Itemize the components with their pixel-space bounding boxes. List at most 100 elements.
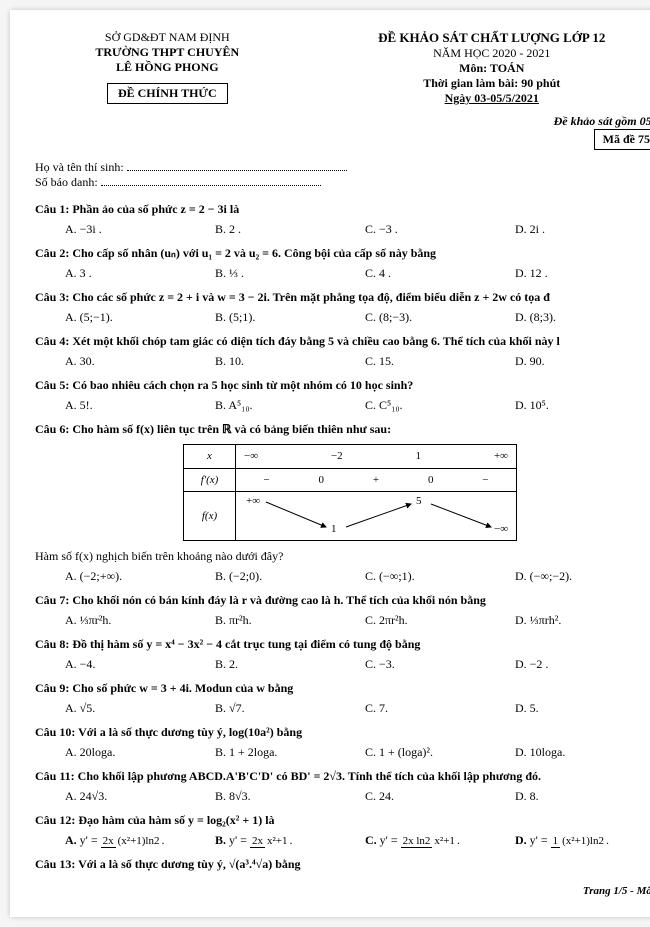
q11-a: A. 24√3. [65, 787, 215, 805]
q2-d: D. 12 . [515, 264, 650, 282]
q3: Câu 3: Cho các số phức z = 2 + i và w = … [35, 288, 650, 326]
header-right: ĐỀ KHẢO SÁT CHẤT LƯỢNG LỚP 12 NĂM HỌC 20… [319, 30, 650, 106]
q5-a: A. 5!. [65, 396, 215, 414]
student-info: Họ và tên thí sinh: Số báo danh: [35, 160, 650, 190]
q10: Câu 10: Với a là số thực dương tùy ý, lo… [35, 723, 650, 761]
q12-d: D. y' = 1(x²+1)ln2. [515, 831, 650, 850]
year: NĂM HỌC 2020 - 2021 [319, 46, 650, 61]
q9-text: Câu 9: Cho số phức w = 3 + 4i. Modun của… [35, 679, 650, 697]
school-dept: SỞ GD&ĐT NAM ĐỊNH [35, 30, 300, 45]
exam-code: Mã đề 752 [594, 129, 650, 150]
exam-title: ĐỀ KHẢO SÁT CHẤT LƯỢNG LỚP 12 [319, 30, 650, 46]
header-left: SỞ GD&ĐT NAM ĐỊNH TRƯỜNG THPT CHUYÊN LÊ … [35, 30, 300, 106]
q7-a: A. ⅓πr²h. [65, 611, 215, 629]
q6-d: D. (−∞;−2). [515, 567, 650, 585]
q4-c: C. 15. [365, 352, 515, 370]
q4-a: A. 30. [65, 352, 215, 370]
q3-b: B. (5;1). [215, 308, 365, 326]
q2-b: B. ⅓ . [215, 264, 365, 282]
q1: Câu 1: Phần ảo của số phức z = 2 − 3i là… [35, 200, 650, 238]
q7: Câu 7: Cho khối nón có bán kính đáy là r… [35, 591, 650, 629]
q11-b: B. 8√3. [215, 787, 365, 805]
q2-c: C. 4 . [365, 264, 515, 282]
q9-a: A. √5. [65, 699, 215, 717]
q8: Câu 8: Đồ thị hàm số y = x⁴ − 3x² − 4 cắ… [35, 635, 650, 673]
arrows-svg: +∞ 1 5 −∞ [236, 492, 516, 534]
q6-a: A. (−2;+∞). [65, 567, 215, 585]
q12-a: A. y' = 2x(x²+1)ln2. [65, 831, 215, 850]
header: SỞ GD&ĐT NAM ĐỊNH TRƯỜNG THPT CHUYÊN LÊ … [35, 30, 650, 106]
id-field[interactable] [101, 175, 321, 186]
name-field[interactable] [127, 160, 347, 171]
q11-c: C. 24. [365, 787, 515, 805]
q7-b: B. πr²h. [215, 611, 365, 629]
q12-text: Câu 12: Đạo hàm của hàm số y = log₂(x² +… [35, 811, 650, 829]
q1-b: B. 2 . [215, 220, 365, 238]
tbl-x: x [184, 445, 236, 469]
q3-d: D. (8;3). [515, 308, 650, 326]
q6-b: B. (−2;0). [215, 567, 365, 585]
q12: Câu 12: Đạo hàm của hàm số y = log₂(x² +… [35, 811, 650, 850]
date: Ngày 03-05/5/2021 [319, 91, 650, 106]
q11-d: D. 8. [515, 787, 650, 805]
q7-text: Câu 7: Cho khối nón có bán kính đáy là r… [35, 591, 650, 609]
q2-a: A. 3 . [65, 264, 215, 282]
q12-b: B. y' = 2xx²+1. [215, 831, 365, 850]
q1-d: D. 2i . [515, 220, 650, 238]
q13-text: Câu 13: Với a là số thực dương tùy ý, √(… [35, 855, 650, 873]
q11: Câu 11: Cho khối lập phương ABCD.A'B'C'D… [35, 767, 650, 805]
q6-text: Câu 6: Cho hàm số f(x) liên tục trên ℝ v… [35, 420, 650, 438]
q5-d: D. 10⁵. [515, 396, 650, 414]
q8-text: Câu 8: Đồ thị hàm số y = x⁴ − 3x² − 4 cắ… [35, 635, 650, 653]
q8-a: A. −4. [65, 655, 215, 673]
q5-c: C. C⁵₁₀. [365, 396, 515, 414]
q4-text: Câu 4: Xét một khối chóp tam giác có diệ… [35, 332, 650, 350]
q2: Câu 2: Cho cấp số nhân (uₙ) với u₁ = 2 v… [35, 244, 650, 282]
q10-c: C. 1 + (loga)². [365, 743, 515, 761]
q6-c: C. (−∞;1). [365, 567, 515, 585]
q4: Câu 4: Xét một khối chóp tam giác có diệ… [35, 332, 650, 370]
q10-d: D. 10loga. [515, 743, 650, 761]
meta: Đề khảo sát gồm 05 tr. Mã đề 752 [35, 114, 650, 150]
q2-text: Câu 2: Cho cấp số nhân (uₙ) với u₁ = 2 v… [35, 244, 650, 262]
svg-text:1: 1 [331, 523, 337, 534]
q3-c: C. (8;−3). [365, 308, 515, 326]
page-count: Đề khảo sát gồm 05 tr. [35, 114, 650, 129]
q5-text: Câu 5: Có bao nhiêu cách chọn ra 5 học s… [35, 376, 650, 394]
q8-d: D. −2 . [515, 655, 650, 673]
q10-b: B. 1 + 2loga. [215, 743, 365, 761]
q9-d: D. 5. [515, 699, 650, 717]
school-name2: LÊ HỒNG PHONG [35, 60, 300, 75]
q5: Câu 5: Có bao nhiêu cách chọn ra 5 học s… [35, 376, 650, 414]
q10-text: Câu 10: Với a là số thực dương tùy ý, lo… [35, 723, 650, 741]
q6: Câu 6: Cho hàm số f(x) liên tục trên ℝ v… [35, 420, 650, 585]
footer: Trang 1/5 - Mã đề [35, 885, 650, 897]
q7-d: D. ⅓πrh². [515, 611, 650, 629]
q8-c: C. −3. [365, 655, 515, 673]
q7-c: C. 2πr²h. [365, 611, 515, 629]
q3-a: A. (5;−1). [65, 308, 215, 326]
tbl-fp: f'(x) [184, 468, 236, 492]
name-label: Họ và tên thí sinh: [35, 160, 124, 174]
q9: Câu 9: Cho số phức w = 3 + 4i. Modun của… [35, 679, 650, 717]
svg-text:5: 5 [416, 495, 422, 507]
q13: Câu 13: Với a là số thực dương tùy ý, √(… [35, 855, 650, 873]
q6-text2: Hàm số f(x) nghịch biến trên khoảng nào … [35, 547, 650, 565]
q11-text: Câu 11: Cho khối lập phương ABCD.A'B'C'D… [35, 767, 650, 785]
id-label: Số báo danh: [35, 175, 98, 189]
q9-c: C. 7. [365, 699, 515, 717]
q3-text: Câu 3: Cho các số phức z = 2 + i và w = … [35, 288, 650, 306]
q4-d: D. 90. [515, 352, 650, 370]
q10-a: A. 20loga. [65, 743, 215, 761]
q1-a: A. −3i . [65, 220, 215, 238]
q4-b: B. 10. [215, 352, 365, 370]
q5-b: B. A⁵₁₀. [215, 396, 365, 414]
q8-b: B. 2. [215, 655, 365, 673]
q1-text: Câu 1: Phần ảo của số phức z = 2 − 3i là [35, 200, 650, 218]
q9-b: B. √7. [215, 699, 365, 717]
q12-c: C. y' = 2x ln2x²+1. [365, 831, 515, 850]
tbl-f: f(x) [184, 492, 236, 541]
svg-text:−∞: −∞ [494, 523, 508, 534]
official-box: ĐỀ CHÍNH THỨC [107, 83, 228, 104]
subject: Môn: TOÁN [319, 61, 650, 76]
